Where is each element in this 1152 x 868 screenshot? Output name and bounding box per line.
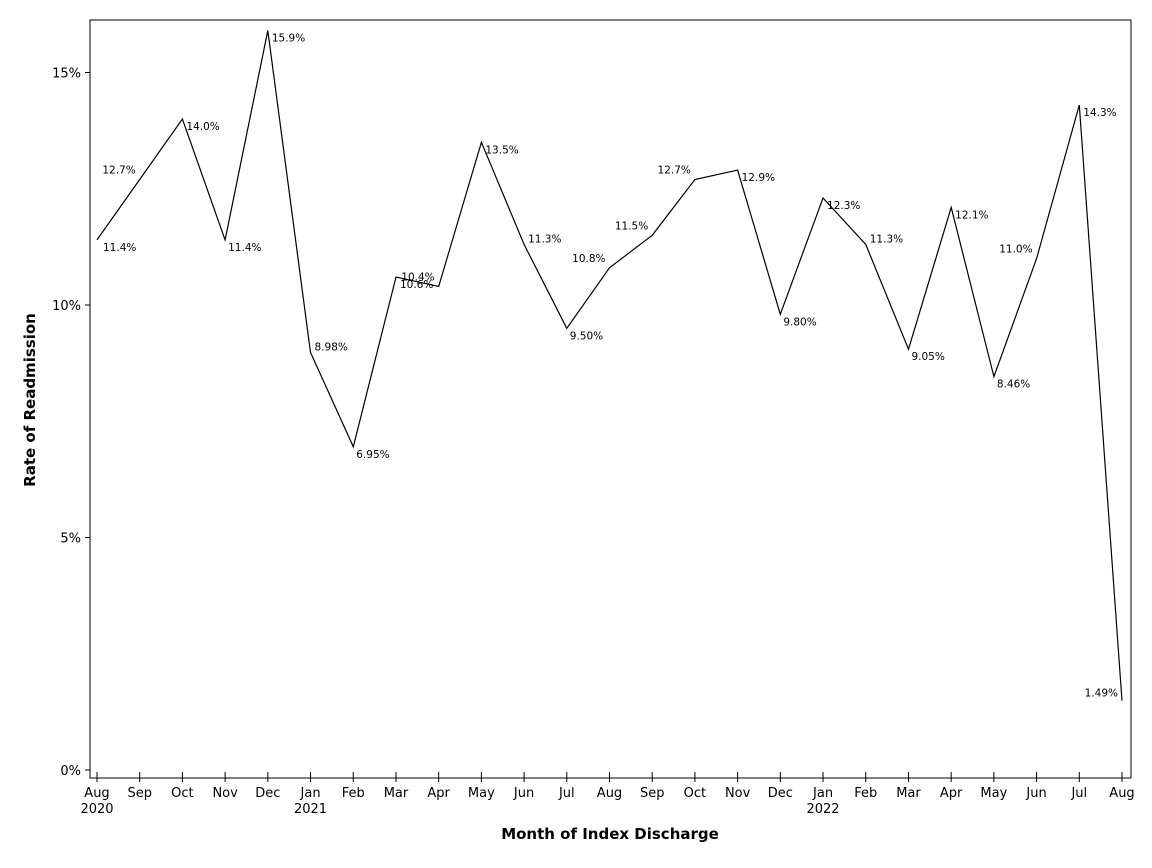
x-tick-label: Feb [854, 786, 877, 801]
y-axis: 0% 5% 10% 15% [52, 67, 90, 780]
data-label: 9.05% [911, 351, 944, 363]
data-label: 6.95% [356, 449, 389, 461]
x-tick-label: Aug [1109, 786, 1134, 801]
series-line [97, 31, 1122, 701]
x-axis-title: Month of Index Discharge [501, 825, 719, 843]
data-label: 14.3% [1083, 107, 1116, 119]
x-tick-label: Jan [812, 786, 833, 801]
data-label: 11.4% [228, 242, 261, 254]
x-tick-label: Feb [342, 786, 365, 801]
x-tick-label: Dec [768, 786, 793, 801]
data-label: 9.80% [783, 316, 816, 328]
data-label: 1.49% [1085, 688, 1118, 700]
data-label: 9.50% [570, 330, 603, 342]
data-label: 11.4% [103, 242, 136, 254]
x-tick-label: Oct [171, 786, 193, 801]
x-tick-label: Oct [684, 786, 706, 801]
x-tick-label: Apr [940, 786, 963, 801]
data-label: 13.5% [485, 144, 518, 156]
x-year-label: 2020 [80, 802, 113, 817]
data-label: 11.3% [870, 234, 903, 246]
data-label: 8.46% [997, 379, 1030, 391]
y-tick-label: 5% [60, 532, 81, 547]
y-axis-title: Rate of Readmission [21, 313, 39, 487]
x-tick-label: May [980, 786, 1007, 801]
data-labels: 11.4%12.7%14.0%11.4%15.9%8.98%6.95%10.6%… [97, 31, 1122, 701]
x-tick-label: Sep [127, 786, 152, 801]
x-tick-label: Jan [300, 786, 321, 801]
x-axis: Aug Sep Oct Nov Dec Jan Feb Mar Apr May Jun Jul Aug S… [80, 772, 1134, 817]
x-tick-label: Mar [384, 786, 409, 801]
x-year-label: 2021 [294, 802, 327, 817]
y-tick-label: 15% [52, 67, 81, 82]
x-tick-label: Nov [725, 786, 751, 801]
x-tick-label: Aug [597, 786, 622, 801]
data-label: 12.7% [102, 164, 135, 176]
y-tick-label: 10% [52, 299, 81, 314]
data-label: 15.9% [272, 33, 305, 45]
data-label: 10.4% [401, 271, 434, 283]
data-label: 12.3% [827, 200, 860, 212]
y-tick-label: 0% [60, 764, 81, 779]
x-tick-label: Jun [513, 786, 534, 801]
data-label: 11.3% [528, 234, 561, 246]
x-tick-label: Sep [640, 786, 665, 801]
data-label: 10.8% [572, 253, 605, 265]
data-label: 14.0% [186, 121, 219, 133]
x-tick-label: Nov [212, 786, 238, 801]
data-label: 12.7% [658, 164, 691, 176]
data-label: 12.9% [742, 172, 775, 184]
x-tick-label: May [468, 786, 495, 801]
data-label: 11.5% [615, 220, 648, 232]
data-label: 12.1% [955, 209, 988, 221]
data-label: 8.98% [315, 341, 348, 353]
plot-frame [90, 20, 1131, 778]
x-year-label: 2022 [806, 802, 839, 817]
x-tick-label: Jul [558, 786, 575, 801]
x-tick-label: Aug [84, 786, 109, 801]
x-tick-label: Dec [255, 786, 280, 801]
x-tick-label: Jun [1025, 786, 1046, 801]
data-label: 11.0% [999, 244, 1032, 256]
x-tick-label: Apr [427, 786, 450, 801]
x-tick-label: Mar [896, 786, 921, 801]
x-tick-label: Jul [1070, 786, 1087, 801]
